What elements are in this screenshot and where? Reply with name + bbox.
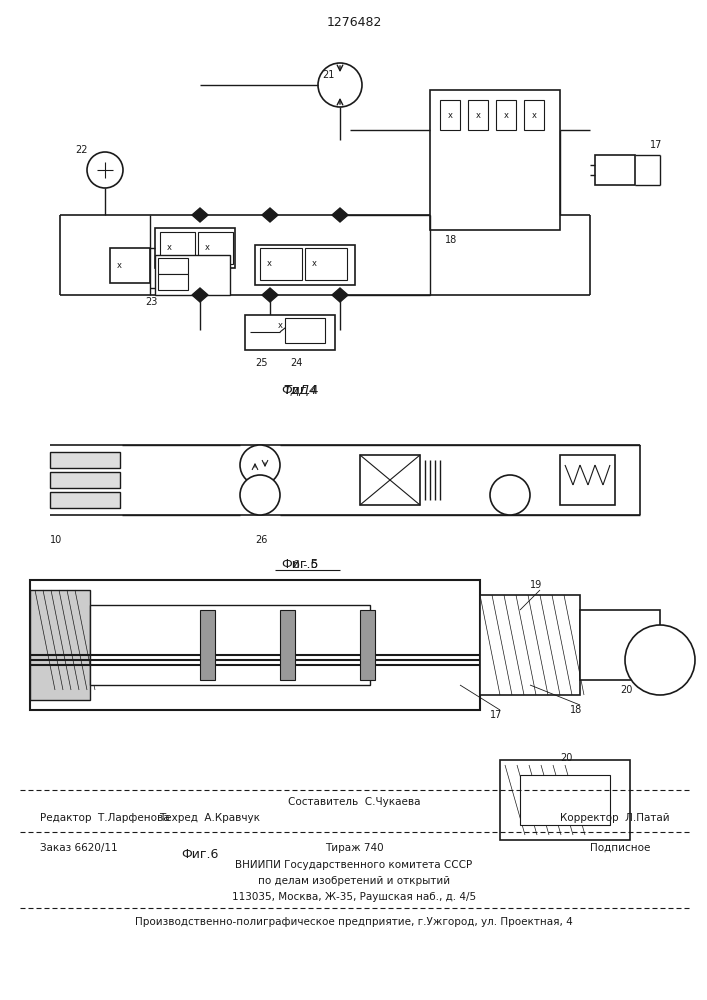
Bar — [440, 100, 460, 130]
Text: Подписное: Подписное — [590, 843, 650, 853]
Bar — [496, 100, 516, 130]
Text: 20: 20 — [620, 685, 632, 695]
Circle shape — [625, 625, 695, 695]
Text: по делам изобретений и открытий: по делам изобретений и открытий — [258, 876, 450, 886]
Text: ΤдД4: ΤдД4 — [283, 383, 317, 396]
Bar — [280, 610, 295, 680]
Text: x: x — [532, 110, 537, 119]
Bar — [30, 580, 480, 710]
Bar — [260, 248, 302, 280]
Text: Техред  А.Кравчук: Техред А.Кравчук — [160, 813, 260, 823]
Bar — [158, 258, 188, 274]
Text: 24: 24 — [290, 358, 303, 368]
Bar — [255, 245, 355, 285]
Bar — [50, 492, 120, 508]
Bar — [30, 590, 90, 700]
Text: 26: 26 — [255, 535, 267, 545]
Text: Производственно-полиграфическое предприятие, г.Ужгород, ул. Проектная, 4: Производственно-полиграфическое предприя… — [135, 917, 573, 927]
Text: Фиг.6: Фиг.6 — [181, 848, 218, 861]
Text: x: x — [267, 259, 272, 268]
Text: x: x — [476, 110, 481, 119]
Text: 25: 25 — [255, 358, 267, 368]
Bar — [360, 610, 375, 680]
Bar — [158, 274, 188, 290]
Text: Тираж 740: Тираж 740 — [325, 843, 383, 853]
Bar — [468, 100, 488, 130]
Bar — [595, 155, 635, 185]
Text: 20: 20 — [560, 753, 573, 763]
Bar — [430, 90, 560, 230]
Text: Редактор  Т.Ларфенова: Редактор Т.Ларфенова — [40, 813, 170, 823]
Text: 113035, Москва, Ж-35, Раушская наб., д. 4/5: 113035, Москва, Ж-35, Раушская наб., д. … — [232, 892, 476, 902]
Text: 18: 18 — [445, 235, 457, 245]
Text: 22: 22 — [75, 145, 88, 155]
Text: б - б: б - б — [293, 560, 317, 570]
Bar — [480, 595, 580, 695]
Circle shape — [490, 475, 530, 515]
Bar — [285, 318, 325, 343]
Bar — [580, 610, 660, 680]
Bar — [155, 255, 230, 295]
Text: 18: 18 — [570, 705, 583, 715]
Bar — [110, 248, 150, 283]
Circle shape — [87, 152, 123, 188]
Circle shape — [318, 63, 362, 107]
Bar — [160, 232, 195, 264]
Polygon shape — [192, 208, 208, 222]
Text: x: x — [312, 259, 317, 268]
Text: Фиг.5: Фиг.5 — [281, 558, 319, 572]
Circle shape — [240, 445, 280, 485]
Bar — [560, 455, 615, 505]
Bar — [360, 455, 420, 505]
Text: Составитель  С.Чукаева: Составитель С.Чукаева — [288, 797, 420, 807]
Text: 21: 21 — [322, 70, 334, 80]
Bar — [500, 760, 630, 840]
Bar — [524, 100, 544, 130]
Polygon shape — [192, 288, 208, 302]
Bar — [90, 605, 370, 685]
Bar — [198, 232, 233, 264]
Text: x: x — [117, 260, 122, 269]
Bar — [520, 775, 610, 825]
Polygon shape — [332, 208, 348, 222]
Text: x: x — [278, 320, 283, 330]
Polygon shape — [332, 288, 348, 302]
Bar — [50, 452, 120, 468]
Text: Фиг.4: Фиг.4 — [281, 383, 319, 396]
Text: x: x — [167, 243, 172, 252]
Circle shape — [240, 475, 280, 515]
Text: 17: 17 — [650, 140, 662, 150]
Text: Корректор  Л.Патай: Корректор Л.Патай — [560, 813, 670, 823]
Polygon shape — [262, 208, 278, 222]
Text: 23: 23 — [145, 297, 158, 307]
Text: x: x — [448, 110, 452, 119]
Bar — [200, 610, 215, 680]
Text: x: x — [503, 110, 508, 119]
Text: 17: 17 — [490, 710, 503, 720]
Text: 19: 19 — [530, 580, 542, 590]
Text: x: x — [205, 243, 210, 252]
Bar — [50, 472, 120, 488]
Bar — [155, 228, 235, 268]
Polygon shape — [262, 288, 278, 302]
Text: ВНИИПИ Государственного комитета СССР: ВНИИПИ Государственного комитета СССР — [235, 860, 472, 870]
Text: 1276482: 1276482 — [327, 15, 382, 28]
Text: Заказ 6620/11: Заказ 6620/11 — [40, 843, 117, 853]
Bar — [245, 315, 335, 350]
Text: 10: 10 — [50, 535, 62, 545]
Bar — [305, 248, 347, 280]
